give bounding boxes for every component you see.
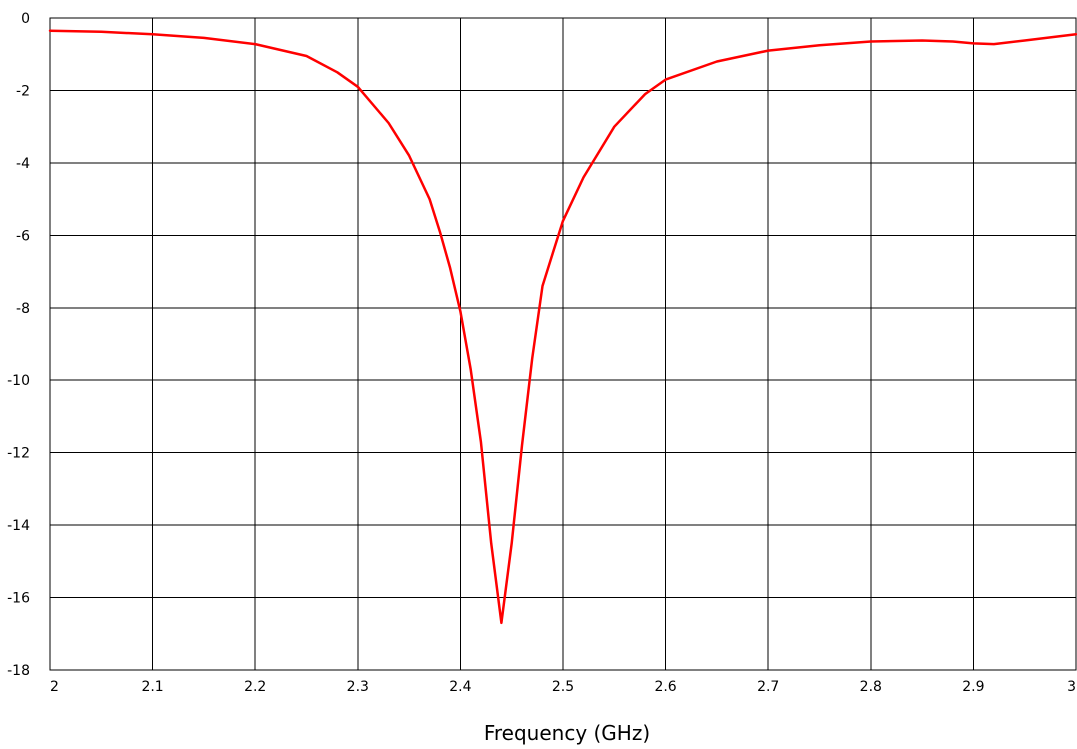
x-tick-label: 2.4 [449, 679, 471, 695]
y-tick-label: 0 [21, 11, 30, 27]
x-axis-tick-labels: 2 2.1 2.2 2.3 2.4 2.5 2.6 2.7 2.8 2.9 3 [50, 679, 1076, 695]
x-tick-label: 2 [50, 679, 59, 695]
y-tick-label: -14 [7, 518, 30, 534]
y-tick-label: -2 [16, 83, 30, 99]
y-axis-tick-labels: 0 -2 -4 -6 -8 -10 -12 -14 -16 -18 [7, 11, 30, 679]
y-tick-label: -6 [16, 228, 30, 244]
x-tick-label: 2.2 [244, 679, 266, 695]
y-tick-label: -8 [16, 301, 30, 317]
x-tick-label: 2.8 [860, 679, 882, 695]
y-tick-label: -4 [16, 156, 30, 172]
y-tick-label: -12 [7, 446, 30, 462]
plot-frame [49, 17, 1077, 671]
x-tick-label: 2.3 [347, 679, 369, 695]
y-tick-label: -16 [7, 591, 30, 607]
x-tick-label: 2.9 [962, 679, 984, 695]
series-line [48, 29, 1077, 625]
x-tick-label: 2.1 [141, 679, 163, 695]
y-tick-label: -18 [7, 663, 30, 679]
x-tick-label: 3 [1067, 679, 1076, 695]
x-tick-label: 2.6 [654, 679, 676, 695]
x-tick-label: 2.7 [757, 679, 779, 695]
x-tick-label: 2.5 [552, 679, 574, 695]
y-tick-label: -10 [7, 373, 30, 389]
x-axis-title: Frequency (GHz) [484, 721, 650, 745]
